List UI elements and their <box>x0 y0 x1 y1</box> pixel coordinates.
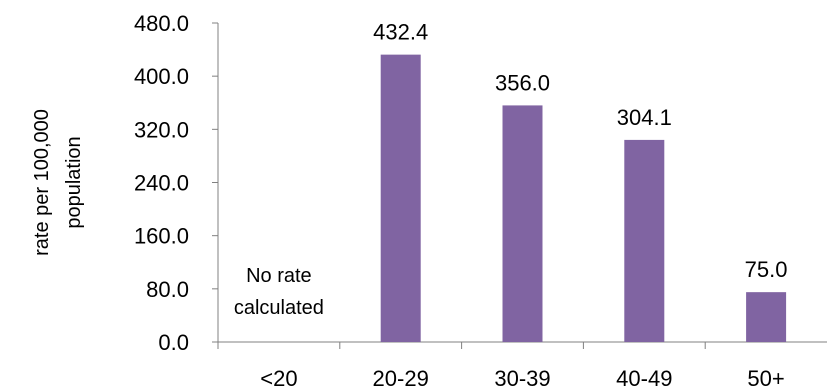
y-tick-label: 0.0 <box>158 330 189 355</box>
bar <box>624 139 665 342</box>
annotation-line: No rate <box>246 265 312 287</box>
y-axis: 0.0 80.0 160.0 240.0 320.0 400.0 480.0 <box>134 11 219 355</box>
x-tick-label: 30-39 <box>494 366 550 389</box>
no-rate-annotation: No rate calculated <box>234 265 324 319</box>
x-tick-label: 20-29 <box>373 366 429 389</box>
x-tick-label: <20 <box>260 366 297 389</box>
annotations: No rate calculated <box>234 265 324 319</box>
x-axis: <20 20-29 30-39 40-49 50+ <box>217 341 827 389</box>
y-tick-label: 240.0 <box>134 171 189 196</box>
y-tick-label: 80.0 <box>146 277 189 302</box>
y-tick-label: 320.0 <box>134 117 189 142</box>
y-tick-label: 160.0 <box>134 224 189 249</box>
y-axis-title-line: population <box>63 136 85 228</box>
bar <box>502 105 543 343</box>
y-axis-label: rate per 100,000 population <box>31 109 85 256</box>
data-label: 304.1 <box>617 105 672 130</box>
annotation-line: calculated <box>234 297 324 319</box>
data-label: 356.0 <box>495 70 550 95</box>
bar <box>746 292 787 342</box>
x-tick-label: 50+ <box>747 366 784 389</box>
x-tick-label: 40-49 <box>616 366 672 389</box>
data-label: 75.0 <box>745 257 788 282</box>
y-tick-label: 480.0 <box>134 11 189 36</box>
data-label: 432.4 <box>373 20 428 45</box>
y-tick-label: 400.0 <box>134 64 189 89</box>
bars <box>380 54 787 343</box>
y-axis-title: rate per 100,000 population <box>31 109 85 256</box>
bar <box>380 54 421 343</box>
y-axis-title-line: rate per 100,000 <box>31 109 53 256</box>
data-labels: 432.4 356.0 304.1 75.0 <box>373 20 787 283</box>
